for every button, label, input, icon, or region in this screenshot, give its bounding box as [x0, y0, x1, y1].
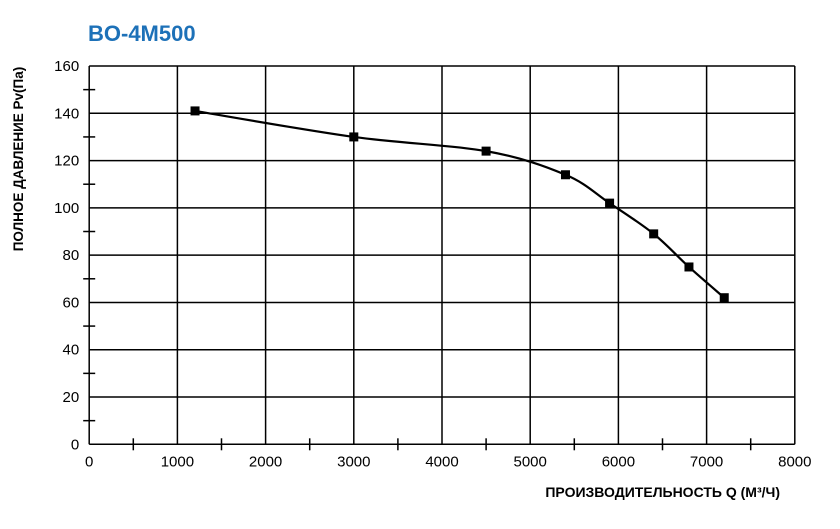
svg-text:0: 0 — [71, 436, 79, 453]
svg-text:1000: 1000 — [161, 453, 194, 470]
svg-text:60: 60 — [63, 294, 80, 311]
svg-text:3000: 3000 — [337, 453, 370, 470]
svg-text:160: 160 — [54, 58, 79, 75]
svg-text:6000: 6000 — [602, 453, 635, 470]
svg-text:0: 0 — [85, 453, 93, 470]
svg-text:140: 140 — [54, 105, 79, 122]
svg-text:120: 120 — [54, 153, 79, 170]
svg-text:100: 100 — [54, 200, 79, 217]
svg-text:BO-4M500: BO-4M500 — [88, 21, 196, 46]
svg-text:ПОЛНОЕ ДАВЛЕНИЕ Pv(Па): ПОЛНОЕ ДАВЛЕНИЕ Pv(Па) — [11, 67, 26, 252]
svg-text:2000: 2000 — [249, 453, 282, 470]
svg-text:5000: 5000 — [514, 453, 547, 470]
svg-text:7000: 7000 — [690, 453, 723, 470]
svg-text:4000: 4000 — [425, 453, 458, 470]
svg-text:8000: 8000 — [778, 453, 811, 470]
svg-text:40: 40 — [63, 342, 80, 359]
svg-text:80: 80 — [63, 247, 80, 264]
svg-text:20: 20 — [63, 389, 80, 406]
svg-text:ПРОИЗВОДИТЕЛЬНОСТЬ Q (М³/Ч): ПРОИЗВОДИТЕЛЬНОСТЬ Q (М³/Ч) — [545, 484, 780, 500]
